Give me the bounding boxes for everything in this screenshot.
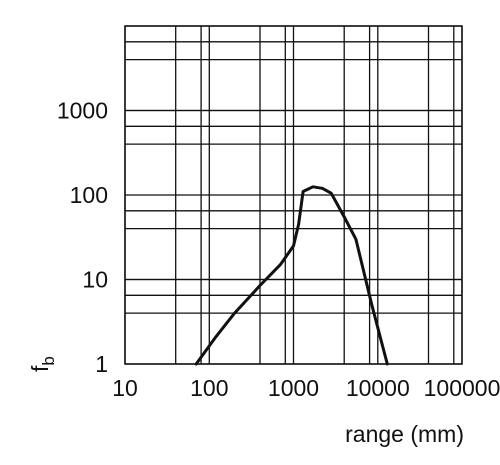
svg-text:fb: fb bbox=[27, 356, 58, 372]
x-tick-label: 10 bbox=[112, 375, 138, 401]
y-tick-label: 1 bbox=[95, 351, 108, 377]
x-tick-label: 1000 bbox=[268, 375, 319, 401]
x-axis-label: range (mm) bbox=[345, 421, 464, 447]
y-tick-label: 1000 bbox=[57, 98, 108, 124]
y-axis-label: fb bbox=[27, 356, 58, 372]
y-axis-label-sub: b bbox=[39, 356, 58, 365]
plot-area bbox=[194, 185, 389, 366]
x-tick-labels: 10 100 1000 10000 100000 bbox=[112, 375, 500, 401]
grid bbox=[124, 25, 463, 365]
x-tick-label: 100 bbox=[190, 375, 228, 401]
y-tick-labels: 1 10 100 1000 bbox=[57, 98, 108, 378]
y-tick-label: 100 bbox=[70, 182, 108, 208]
y-tick-label: 10 bbox=[82, 267, 108, 293]
plot-frame bbox=[124, 25, 463, 365]
series-line-1 bbox=[194, 185, 389, 366]
x-tick-label: 100000 bbox=[424, 375, 500, 401]
y-axis-label-main: f bbox=[27, 365, 53, 372]
x-tick-label: 10000 bbox=[346, 375, 410, 401]
